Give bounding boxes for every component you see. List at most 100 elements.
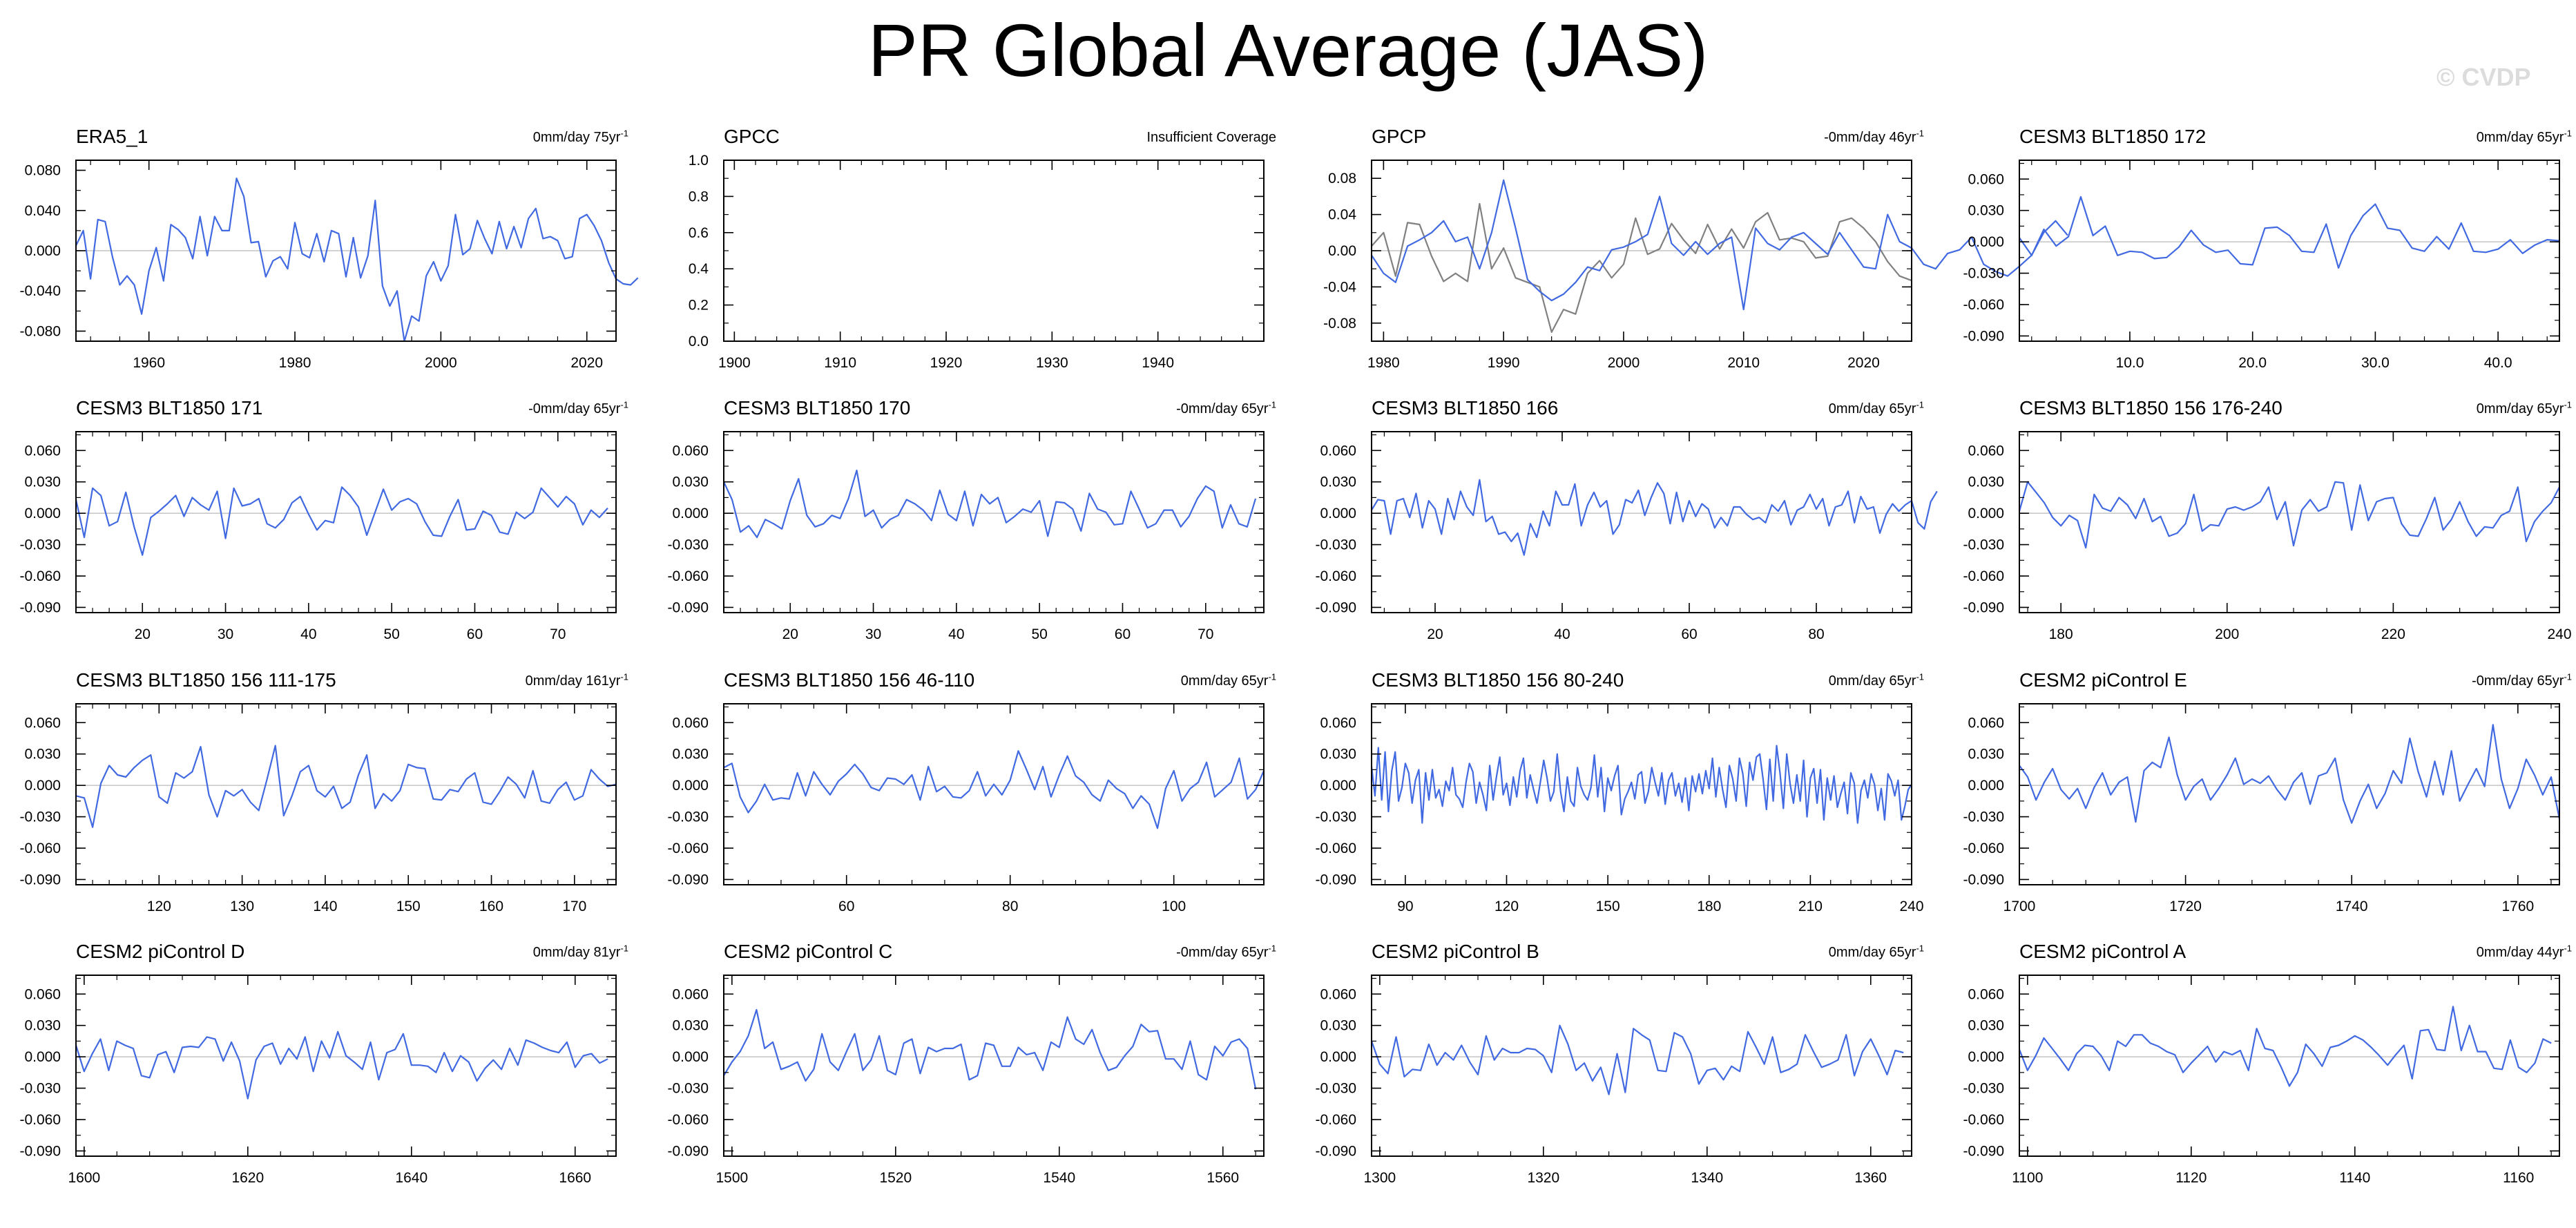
- y-tick-label: 0.000: [672, 1049, 709, 1065]
- y-tick-label: -0.090: [1963, 1143, 2004, 1159]
- y-tick-label: 0.060: [672, 715, 709, 731]
- x-tick-label: 1160: [2503, 1170, 2534, 1186]
- trend-text: 0mm/day 44yr: [2476, 945, 2564, 960]
- trend-exponent: -1: [1916, 128, 1924, 139]
- x-tick-label: 50: [383, 626, 399, 642]
- x-tick-label: 220: [2381, 626, 2405, 642]
- trend-exponent: -1: [620, 128, 628, 139]
- y-tick-label: -0.030: [667, 537, 709, 553]
- trend-annotation: 0mm/day 161yr-1: [526, 672, 628, 690]
- panel-title: CESM2 piControl B: [1372, 941, 1539, 962]
- panel-title: CESM2 piControl E: [2019, 669, 2187, 691]
- trend-exponent: -1: [2564, 943, 2572, 954]
- x-tick-label: 1900: [718, 355, 751, 371]
- x-tick-label: 20: [782, 626, 798, 642]
- x-tick-label: 1960: [133, 355, 165, 371]
- y-tick-label: -0.090: [19, 599, 61, 615]
- chart-svg: 1960 1980 2000 2020 -0.080 -0.040 0.000 0.040 0.…: [19, 160, 639, 371]
- x-tick-label: 1320: [1527, 1170, 1559, 1186]
- y-tick-label: -0.060: [1315, 568, 1356, 584]
- y-tick-label: -0.090: [1315, 872, 1356, 888]
- chart-svg: 10.0 20.0 30.0 40.0 -0.090 -0.060 -0.030 0.000 0…: [1963, 160, 2560, 371]
- y-tick-label: 0.000: [1968, 1049, 2004, 1065]
- x-tick-label: 1300: [1363, 1170, 1396, 1186]
- y-tick-label: 0.080: [24, 163, 61, 179]
- y-tick-label: 0.2: [689, 298, 709, 314]
- panel-title: CESM3 BLT1850 156 111-175: [76, 669, 336, 691]
- chart-panel: 1980 1990 2000 2010 2020 -0.08 -0.04 0.00 0.04 0.…: [1296, 124, 2068, 394]
- x-tick-label: 100: [1162, 899, 1186, 914]
- x-tick-label: 240: [1899, 899, 1923, 914]
- y-tick-label: -0.060: [1963, 1112, 2004, 1128]
- plot-frame: [75, 975, 617, 1157]
- x-tick-label: 1980: [1367, 355, 1400, 371]
- x-tick-label: 1920: [930, 355, 963, 371]
- trend-annotation: 0mm/day 65yr-1: [1829, 943, 1924, 961]
- x-tick-label: 150: [1596, 899, 1620, 914]
- y-tick-label: 0.060: [1320, 715, 1356, 731]
- y-tick-label: -0.090: [667, 599, 709, 615]
- chart-svg: 20 30 40 50 60 70 -0.090 -0.060 -0.030 0.000 0.030…: [667, 431, 1265, 642]
- y-tick-label: 0.030: [672, 747, 709, 762]
- x-tick-label: 60: [1681, 626, 1697, 642]
- series-line: [75, 486, 608, 556]
- x-tick-label: 2020: [1847, 355, 1880, 371]
- y-tick-label: 0.060: [1968, 715, 2004, 731]
- y-tick-label: 0.04: [1328, 207, 1356, 223]
- x-tick-label: 80: [1002, 899, 1018, 914]
- y-tick-label: -0.030: [1963, 1081, 2004, 1097]
- chart-panel: 20 30 40 50 60 70 -0.090 -0.060 -0.030 0.000 0.030…: [648, 396, 1297, 665]
- chart-svg: 90 120 150 180 210 240 -0.090 -0.060 -0.030 0.000…: [1315, 703, 1924, 914]
- y-tick-label: 0.040: [24, 203, 61, 219]
- y-tick-label: 0.00: [1328, 243, 1356, 259]
- x-tick-label: 30.0: [2361, 355, 2390, 371]
- y-tick-label: 0.000: [24, 243, 61, 259]
- y-tick-label: 0.000: [1968, 506, 2004, 521]
- x-tick-label: 1100: [2012, 1170, 2043, 1186]
- y-tick-label: -0.030: [19, 537, 61, 553]
- chart-panel: 120 130 140 150 160 170 -0.090 -0.060 -0.030 0.00…: [0, 668, 649, 937]
- trend-exponent: -1: [1268, 399, 1276, 410]
- y-tick-label: -0.030: [19, 1081, 61, 1097]
- y-tick-label: -0.060: [667, 568, 709, 584]
- trend-text: 0mm/day 65yr: [1828, 401, 1916, 416]
- series-line: [2019, 724, 2561, 824]
- y-tick-label: -0.030: [1963, 266, 2004, 282]
- trend-annotation: 0mm/day 65yr-1: [1829, 672, 1924, 690]
- x-tick-label: 1910: [824, 355, 856, 371]
- chart-panel: 10.0 20.0 30.0 40.0 -0.090 -0.060 -0.030 0.000 0…: [1943, 124, 2576, 394]
- panel-title: CESM3 BLT1850 170: [724, 397, 911, 419]
- chart-svg: 1500 1520 1540 1560 -0.090 -0.060 -0.030 0.000 0…: [667, 975, 1265, 1186]
- y-tick-label: 0.000: [1320, 778, 1356, 794]
- y-tick-label: 0.060: [672, 443, 709, 459]
- x-tick-label: 1120: [2175, 1170, 2207, 1186]
- figure-title: PR Global Average (JAS): [867, 8, 1709, 92]
- y-tick-label: 0.030: [1968, 203, 2004, 219]
- plot-frame: [2019, 160, 2560, 342]
- panel-title: CESM3 BLT1850 172: [2019, 126, 2207, 147]
- trend-annotation: -0mm/day 46yr-1: [1824, 128, 1924, 146]
- y-tick-label: -0.060: [1315, 1112, 1356, 1128]
- x-tick-label: 1980: [279, 355, 311, 371]
- x-tick-label: 1720: [2169, 899, 2202, 914]
- x-tick-label: 1500: [715, 1170, 748, 1186]
- x-tick-label: 180: [2049, 626, 2073, 642]
- y-tick-label: -0.090: [1315, 1143, 1356, 1159]
- panel-title: CESM2 piControl A: [2019, 941, 2186, 962]
- y-tick-label: 0.060: [1968, 986, 2004, 1002]
- y-tick-label: -0.090: [667, 872, 709, 888]
- trend-text: 0mm/day 65yr: [1828, 945, 1916, 960]
- y-tick-label: -0.030: [667, 1081, 709, 1097]
- x-tick-label: 1520: [879, 1170, 912, 1186]
- x-tick-label: 60: [838, 899, 854, 914]
- chart-svg: 1980 1990 2000 2010 2020 -0.08 -0.04 0.00 0.04 0.…: [1323, 160, 2068, 371]
- chart-panel: 60 80 100 -0.090 -0.060 -0.030 0.000 0.030 0.060…: [648, 668, 1297, 937]
- x-tick-label: 120: [1494, 899, 1519, 914]
- series-line: [1371, 479, 1938, 556]
- y-tick-label: -0.090: [667, 1143, 709, 1159]
- x-tick-label: 80: [1808, 626, 1824, 642]
- x-tick-label: 1540: [1043, 1170, 1075, 1186]
- y-tick-label: -0.030: [667, 809, 709, 825]
- x-tick-label: 1700: [2003, 899, 2036, 914]
- y-tick-label: 0.08: [1328, 171, 1356, 186]
